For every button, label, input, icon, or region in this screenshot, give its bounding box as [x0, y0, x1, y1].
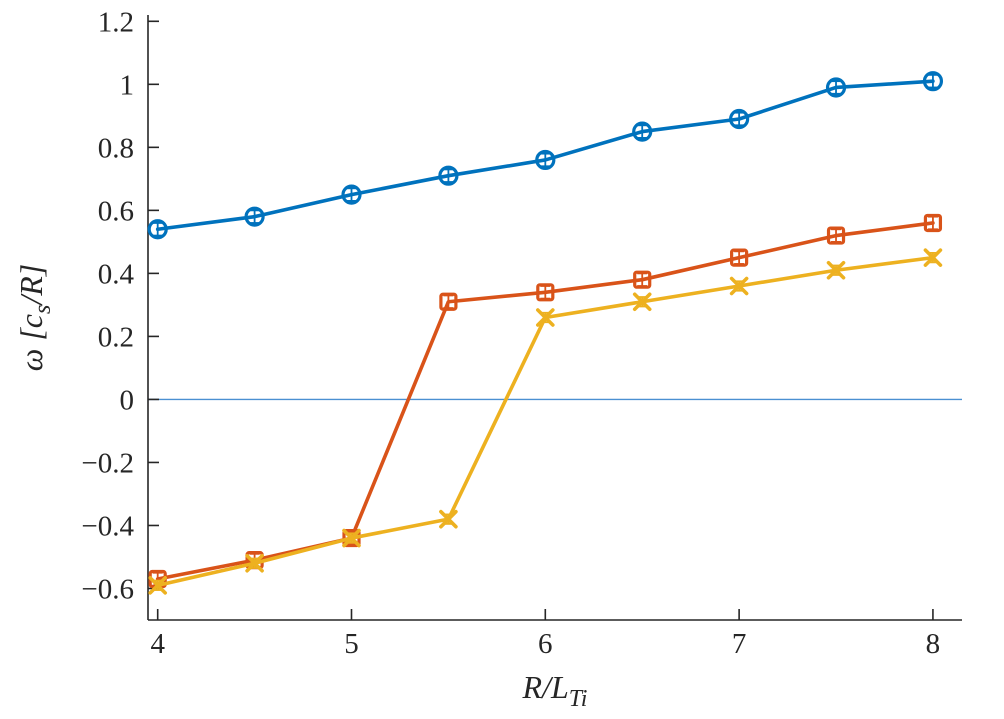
x-tick-label: 8 [926, 628, 941, 660]
y-tick-label: −0.2 [81, 447, 134, 479]
y-tick-label: 0 [120, 384, 135, 416]
y-tick-label: −0.4 [81, 510, 134, 542]
circle-marker [244, 206, 265, 227]
y-tick-label: −0.6 [81, 573, 134, 605]
y-tick-label: 0.6 [98, 195, 134, 227]
x-tick-label: 4 [150, 628, 165, 660]
x-marker [148, 576, 167, 595]
y-axis-label: ω [cs/R] [13, 264, 56, 371]
x-marker [632, 292, 652, 312]
circle-marker [729, 108, 750, 130]
square-marker [633, 270, 652, 289]
axes: −0.6 −0.4 −0.2 0 0.2 0.4 0.6 0.8 1 1.2 4 5 6 7 8 [81, 6, 962, 660]
y-tick-label: 0.4 [98, 258, 135, 290]
x-marker [245, 553, 264, 573]
x-marker [536, 308, 555, 327]
x-tick-label: 7 [732, 628, 747, 660]
series-frequency-blue-circle [147, 71, 944, 240]
y-tick-label: 1 [120, 69, 135, 101]
x-marker [826, 260, 846, 280]
y-tick-label: 0.8 [98, 132, 134, 164]
x-marker [342, 528, 361, 548]
series-line [155, 221, 935, 581]
y-tick-label: 0.2 [98, 321, 134, 353]
x-marker [729, 276, 749, 296]
y-tick-label: 1.2 [98, 6, 134, 38]
circle-marker [147, 219, 168, 240]
circle-marker [341, 184, 362, 205]
x-tick-label: 5 [344, 628, 359, 660]
square-marker [536, 283, 555, 302]
square-marker [923, 213, 943, 233]
x-axis-label: R/LTi [522, 669, 588, 712]
x-marker [923, 248, 943, 267]
series-frequency-yellow-x [148, 248, 943, 595]
x-marker [439, 509, 458, 529]
series-line [155, 255, 935, 588]
circle-marker [825, 77, 847, 98]
square-marker [730, 248, 749, 267]
series-frequency-orange-square [148, 213, 943, 589]
x-tick-label: 6 [538, 628, 553, 660]
circle-marker [535, 149, 556, 171]
circle-marker [438, 165, 459, 186]
square-marker [826, 226, 846, 245]
circle-marker [922, 71, 944, 92]
circle-marker [632, 121, 653, 142]
square-marker [439, 292, 458, 311]
